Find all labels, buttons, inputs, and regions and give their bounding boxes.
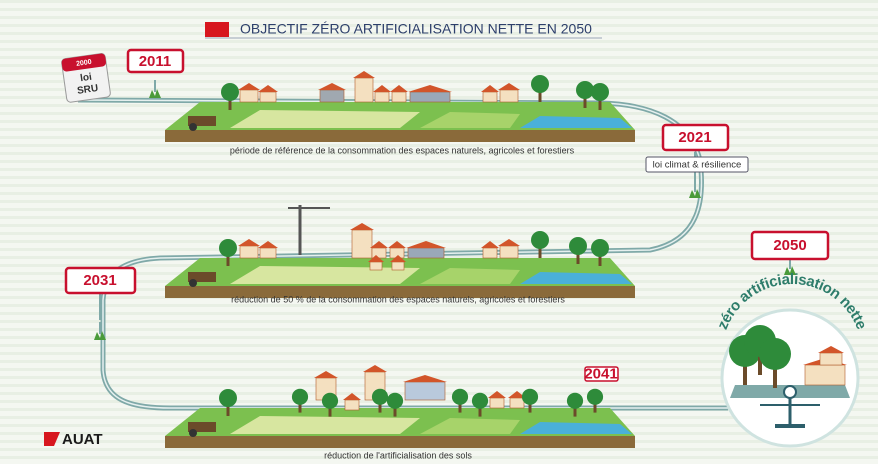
house: [410, 92, 450, 102]
tractor-wheel: [189, 429, 197, 437]
tree: [219, 389, 237, 407]
tree: [569, 237, 587, 255]
calendar-icon: 2000 loi SRU: [61, 53, 111, 103]
tree: [219, 239, 237, 257]
house: [260, 248, 276, 258]
tree: [452, 389, 468, 405]
ground-side: [165, 436, 635, 448]
house: [805, 365, 845, 385]
tree: [387, 393, 403, 409]
sign-year: 2041: [584, 365, 617, 382]
law-label: loi climat & résilience: [653, 160, 742, 171]
logo-text: AUAT: [62, 431, 103, 448]
title: OBJECTIF ZÉRO ARTIFICIALISATION NETTE EN…: [240, 21, 592, 37]
sign-year: 2011: [139, 53, 172, 70]
caption: période de référence de la consommation …: [230, 145, 575, 155]
tree: [531, 75, 549, 93]
house: [405, 382, 445, 400]
logo: AUAT: [44, 431, 103, 448]
sign-year: 2031: [83, 272, 116, 289]
field: [230, 266, 420, 284]
house: [352, 230, 372, 258]
tree: [372, 389, 388, 405]
scale-base: [775, 424, 805, 428]
tractor-wheel: [189, 279, 197, 287]
house: [320, 90, 344, 102]
tree: [567, 393, 583, 409]
house: [370, 262, 382, 270]
house: [483, 92, 497, 102]
house: [240, 246, 258, 258]
house: [500, 246, 518, 258]
tree: [522, 389, 538, 405]
scale-hub: [784, 386, 796, 398]
tree: [531, 231, 549, 249]
calendar-label: loi: [79, 72, 92, 85]
tree: [472, 393, 488, 409]
house: [408, 248, 444, 258]
house: [392, 262, 404, 270]
tree: [591, 239, 609, 257]
house: [345, 400, 359, 410]
caption: réduction de l'artificialisation des sol…: [324, 450, 472, 460]
house: [240, 90, 258, 102]
tractor-wheel: [189, 123, 197, 131]
ground-side: [165, 130, 635, 142]
infographic: OBJECTIF ZÉRO ARTIFICIALISATION NETTE EN…: [0, 0, 878, 464]
tree: [322, 393, 338, 409]
house: [490, 398, 504, 408]
house: [510, 398, 524, 408]
tree: [292, 389, 308, 405]
sign: 2050: [752, 232, 828, 259]
house: [375, 92, 389, 102]
sign: 2041: [584, 365, 618, 382]
field: [230, 416, 420, 434]
house: [820, 353, 842, 365]
house: [355, 78, 373, 102]
house: [372, 248, 386, 258]
field: [230, 110, 420, 128]
sign: 2031: [66, 268, 135, 293]
caption: réduction de 50 % de la consommation des…: [231, 294, 565, 304]
house: [500, 90, 518, 102]
title-marker: [205, 22, 229, 37]
sign-year: 2021: [678, 129, 711, 146]
sign-year: 2050: [773, 237, 806, 254]
house: [392, 92, 406, 102]
tree: [221, 83, 239, 101]
tree: [759, 338, 791, 370]
tree: [587, 389, 603, 405]
house: [260, 92, 276, 102]
sign: 2011: [128, 50, 183, 72]
house: [483, 248, 497, 258]
tree: [591, 83, 609, 101]
